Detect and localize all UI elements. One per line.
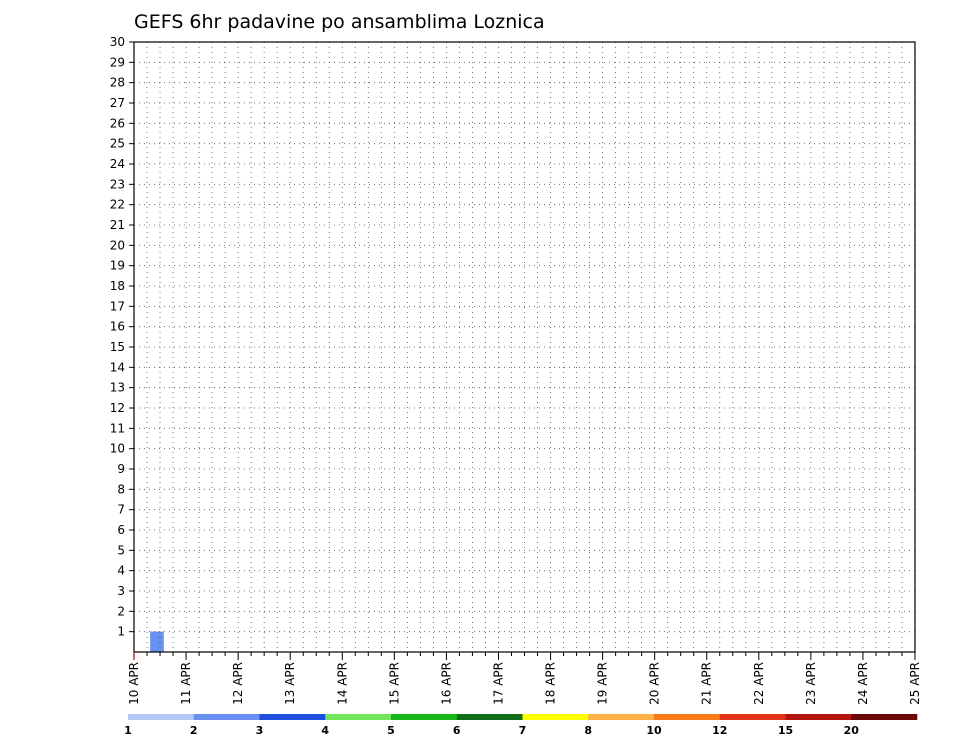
- colorbar-label: 6: [453, 724, 461, 737]
- x-tick-label: 15 APR: [387, 662, 401, 705]
- grid-layer: [134, 42, 915, 652]
- x-tick-label: 13 APR: [283, 662, 297, 705]
- y-tick-label: 6: [117, 523, 125, 537]
- y-tick-label: 1: [117, 625, 125, 639]
- x-tick-label: 11 APR: [179, 662, 193, 705]
- x-tick-label: 17 APR: [491, 662, 505, 705]
- colorbar-swatch: [851, 714, 918, 720]
- x-tick-label: 19 APR: [596, 662, 610, 705]
- colorbar: 1 2 3 4 5 6 7 8 10 12 15 20: [124, 714, 918, 737]
- y-tick-label: 4: [117, 564, 125, 578]
- y-tick-label: 13: [110, 381, 125, 395]
- heat-cell: [150, 631, 164, 653]
- y-tick-label: 30: [110, 35, 125, 49]
- colorbar-swatch: [719, 714, 786, 720]
- y-tick-label: 27: [110, 96, 125, 110]
- y-tick-label: 29: [110, 55, 125, 69]
- y-tick-label: 8: [117, 482, 125, 496]
- cells-layer: [150, 631, 164, 653]
- x-tick-label: 12 APR: [231, 662, 245, 705]
- colorbar-label: 2: [190, 724, 198, 737]
- colorbar-label: 3: [256, 724, 264, 737]
- y-tick-label: 16: [110, 320, 125, 334]
- x-tick-label: 22 APR: [752, 662, 766, 705]
- colorbar-swatch: [325, 714, 392, 720]
- x-tick-label: 24 APR: [856, 662, 870, 705]
- y-tick-label: 19: [110, 259, 125, 273]
- y-tick-label: 22: [110, 198, 125, 212]
- colorbar-label: 7: [519, 724, 527, 737]
- colorbar-swatch: [785, 714, 852, 720]
- colorbar-label: 5: [387, 724, 395, 737]
- y-tick-label: 11: [110, 421, 125, 435]
- colorbar-swatch: [588, 714, 655, 720]
- y-tick-label: 10: [110, 442, 125, 456]
- colorbar-swatch: [259, 714, 326, 720]
- axes-layer: 1234567891011121314151617181920212223242…: [110, 35, 922, 705]
- colorbar-label: 1: [124, 724, 132, 737]
- y-tick-label: 25: [110, 137, 125, 151]
- y-tick-label: 9: [117, 462, 125, 476]
- y-tick-label: 17: [110, 299, 125, 313]
- colorbar-label: 20: [844, 724, 860, 737]
- colorbar-label: 8: [584, 724, 592, 737]
- y-tick-label: 15: [110, 340, 125, 354]
- y-tick-label: 24: [110, 157, 125, 171]
- colorbar-swatch: [456, 714, 523, 720]
- y-tick-label: 12: [110, 401, 125, 415]
- x-tick-label: 20 APR: [648, 662, 662, 705]
- y-tick-label: 5: [117, 543, 125, 557]
- colorbar-label: 15: [778, 724, 793, 737]
- x-tick-label: 10 APR: [127, 662, 141, 705]
- y-tick-label: 18: [110, 279, 125, 293]
- y-tick-label: 26: [110, 116, 125, 130]
- x-tick-label: 16 APR: [439, 662, 453, 705]
- y-tick-label: 21: [110, 218, 125, 232]
- y-tick-label: 28: [110, 76, 125, 90]
- y-tick-label: 23: [110, 177, 125, 191]
- colorbar-swatch: [391, 714, 458, 720]
- colorbar-swatch: [522, 714, 589, 720]
- colorbar-label: 4: [321, 724, 329, 737]
- x-tick-label: 21 APR: [700, 662, 714, 705]
- y-tick-label: 2: [117, 604, 125, 618]
- colorbar-swatch: [193, 714, 260, 720]
- y-tick-label: 14: [110, 360, 125, 374]
- colorbar-swatch: [128, 714, 195, 720]
- colorbar-swatch: [654, 714, 721, 720]
- x-tick-label: 23 APR: [804, 662, 818, 705]
- x-tick-label: 25 APR: [908, 662, 922, 705]
- x-tick-label: 18 APR: [544, 662, 558, 705]
- y-tick-label: 20: [110, 238, 125, 252]
- colorbar-label: 12: [712, 724, 727, 737]
- x-tick-label: 14 APR: [335, 662, 349, 705]
- chart-title: GEFS 6hr padavine po ansamblima Loznica: [134, 11, 545, 33]
- y-tick-label: 3: [117, 584, 125, 598]
- colorbar-label: 10: [646, 724, 662, 737]
- y-tick-label: 7: [117, 503, 125, 517]
